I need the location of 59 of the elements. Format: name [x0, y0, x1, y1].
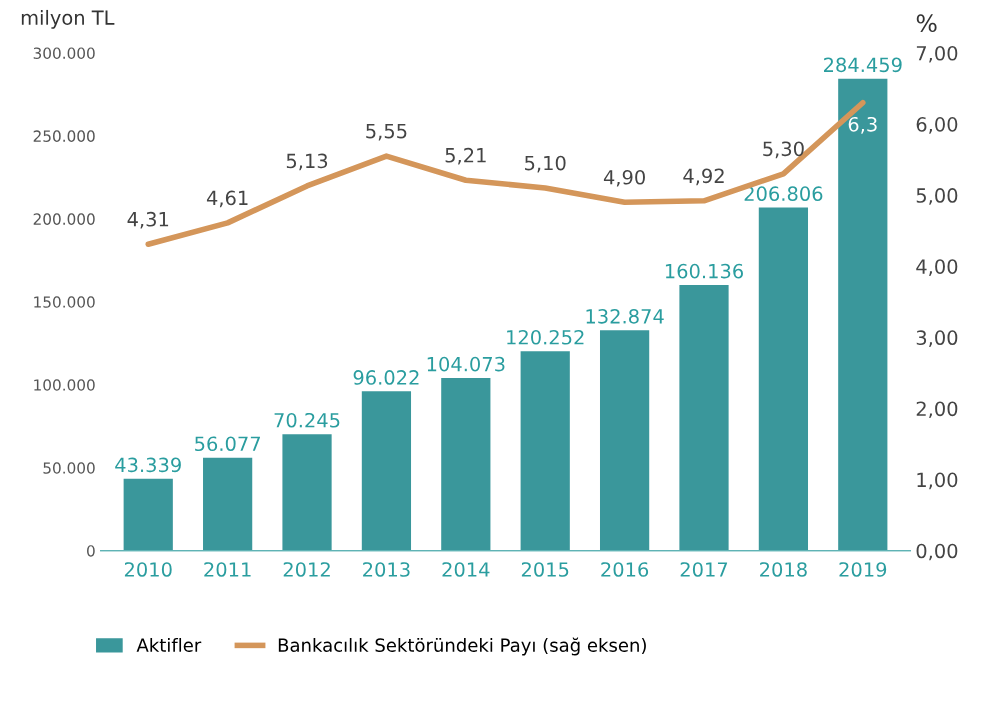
data-label: 70.245: [274, 412, 340, 428]
data-label: 5,30: [763, 141, 804, 159]
data-label: 4,92: [683, 168, 724, 186]
data-label: 104.073: [427, 356, 505, 372]
y2-tick-label: 2,00: [916, 401, 958, 419]
bar: [838, 78, 888, 551]
bar: [282, 434, 332, 551]
data-label: 5,13: [286, 153, 328, 171]
y2-tick-label: 3,00: [916, 330, 958, 348]
legend-label: Aktifler: [136, 637, 202, 652]
y-tick-label: 50.000: [43, 462, 95, 474]
x-tick-label: 2011: [204, 562, 251, 577]
data-label: 4,61: [206, 190, 248, 208]
x-tick-label: 2015: [521, 562, 569, 577]
x-tick-label: 2014: [442, 562, 490, 577]
bar: [123, 478, 173, 551]
x-tick-label: 2017: [680, 562, 728, 577]
data-label: 5,10: [525, 155, 566, 173]
y-tick-label: 150.000: [34, 296, 95, 308]
data-label: 120.252: [507, 329, 584, 345]
y2-tick-label: 4,00: [916, 259, 958, 276]
data-label: 5,21: [445, 147, 486, 165]
legend-label: Bankacılık Sektöründeki Payı (sağ eksen): [278, 637, 646, 656]
data-label: 6,3: [848, 116, 877, 134]
y2-tick-label: 1,00: [917, 472, 958, 490]
y2-tick-label: 0,00: [916, 543, 958, 561]
bar: [758, 207, 809, 551]
data-label: 96.022: [353, 370, 419, 385]
bar: [600, 330, 650, 551]
data-label: 4,31: [127, 211, 169, 229]
x-tick-label: 2010: [124, 562, 172, 577]
y2-axis-title: %: [916, 14, 937, 33]
y-tick-label: 100.000: [34, 379, 95, 391]
data-label: 56.077: [195, 436, 260, 452]
data-label: 132.874: [586, 308, 664, 324]
data-label: 43.339: [115, 457, 181, 473]
y-tick-label: 250.000: [33, 130, 95, 142]
data-label: 4,90: [603, 169, 645, 187]
y2-tick-label: 5,00: [916, 188, 958, 205]
x-tick-label: 2019: [839, 562, 887, 577]
x-tick-label: 2013: [363, 562, 410, 577]
x-tick-label: 2016: [601, 562, 649, 577]
y-tick-label: 0: [87, 545, 95, 557]
y-axis-title: milyon TL: [21, 9, 115, 29]
data-label: 160.136: [665, 263, 743, 279]
data-label: 5,55: [366, 123, 407, 141]
bar: [203, 457, 253, 551]
y2-tick-label: 6,00: [916, 117, 958, 134]
bar: [441, 378, 491, 551]
bar: [520, 351, 570, 551]
y-tick-label: 200.000: [33, 213, 95, 225]
x-tick-label: 2012: [283, 562, 330, 577]
bar: [679, 285, 729, 551]
bar: [361, 391, 412, 551]
y2-tick-label: 7,00: [916, 45, 958, 63]
x-tick-label: 2018: [760, 562, 807, 577]
y-tick-label: 300.000: [33, 47, 95, 59]
data-label: 284.459: [824, 57, 902, 73]
data-label: 206.806: [744, 186, 823, 202]
